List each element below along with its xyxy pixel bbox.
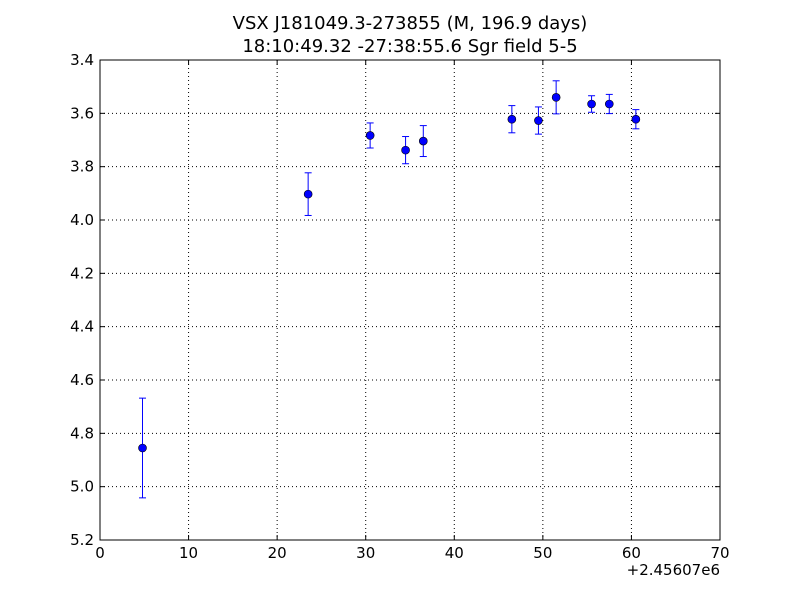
data-point	[631, 109, 641, 130]
data-marker	[303, 189, 313, 199]
data-point	[551, 80, 561, 115]
data-marker	[631, 114, 641, 124]
y-tick-label: 3.6	[70, 104, 94, 122]
data-points	[138, 80, 641, 499]
axis-ticks	[99, 59, 721, 541]
data-marker	[534, 116, 543, 125]
y-tick-label: 5.0	[70, 478, 94, 496]
x-tick-label: 30	[356, 544, 375, 562]
data-point	[604, 93, 614, 115]
x-offset-label: +2.45607e6	[627, 561, 720, 579]
chart-title: VSX J181049.3-273855 (M, 196.9 days)	[233, 13, 588, 34]
data-point	[303, 172, 313, 216]
x-tick-label: 50	[533, 544, 552, 562]
y-tick-label: 5.2	[70, 531, 94, 549]
data-point	[138, 397, 147, 499]
x-tick-label: 10	[179, 544, 198, 562]
plot-frame	[99, 59, 721, 541]
x-tick-label: 40	[445, 544, 464, 562]
grid-lines	[100, 60, 720, 540]
y-tick-labels: 3.4 3.6 3.8 4.0 4.2 4.4 4.6 4.8 5.0 5.2	[70, 51, 94, 549]
data-point	[587, 95, 596, 113]
data-point	[534, 106, 543, 135]
data-point	[418, 125, 428, 158]
chart-subtitle: 18:10:49.32 -27:38:55.6 Sgr field 5-5	[242, 36, 577, 57]
x-tick-label: 60	[622, 544, 641, 562]
y-tick-label: 4.4	[70, 318, 94, 336]
data-marker	[401, 145, 410, 155]
y-tick-label: 4.2	[70, 264, 94, 282]
y-tick-label: 3.4	[70, 51, 94, 69]
data-marker	[551, 93, 561, 102]
y-tick-label: 4.0	[70, 211, 94, 229]
data-marker	[587, 99, 596, 109]
x-tick-label: 70	[710, 544, 729, 562]
y-tick-label: 3.8	[70, 158, 94, 176]
x-tick-labels: 0 10 20 30 40 50 60 70	[95, 544, 729, 562]
data-point	[401, 136, 410, 165]
data-marker	[604, 99, 614, 109]
data-point	[365, 122, 375, 149]
data-marker	[507, 114, 517, 124]
data-marker	[365, 131, 375, 140]
data-marker	[418, 136, 428, 146]
data-point	[507, 105, 517, 134]
data-marker	[138, 443, 147, 453]
y-tick-label: 4.6	[70, 371, 94, 389]
x-tick-label: 20	[268, 544, 287, 562]
x-tick-label: 0	[95, 544, 105, 562]
y-tick-label: 4.8	[70, 424, 94, 442]
